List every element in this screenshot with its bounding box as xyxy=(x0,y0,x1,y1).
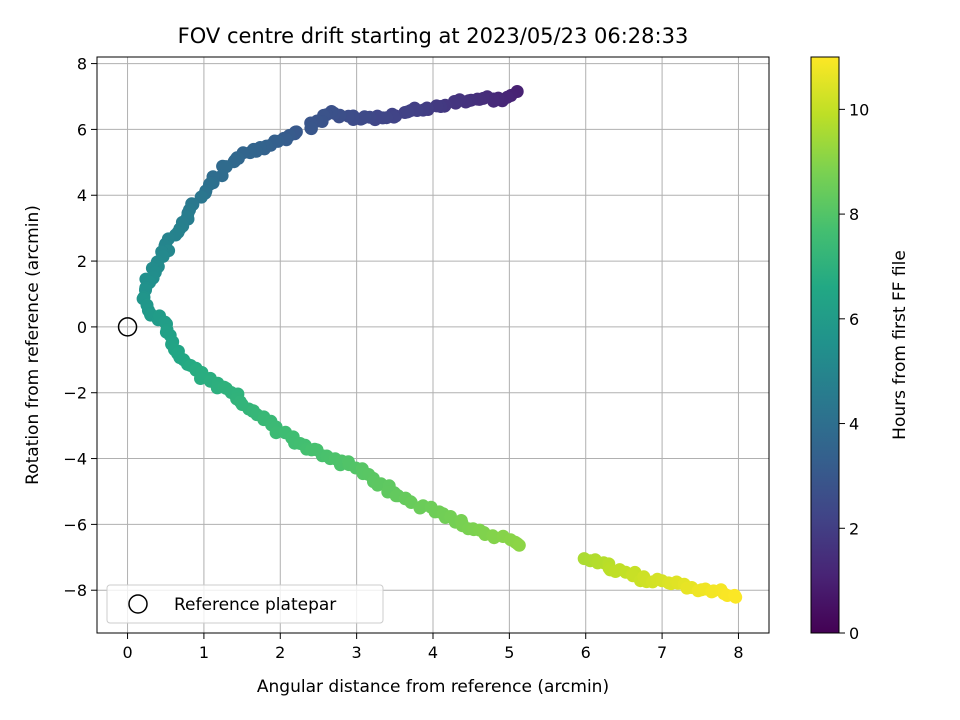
x-tick-label: 2 xyxy=(275,643,285,662)
legend: Reference platepar xyxy=(106,584,384,624)
y-axis-label: Rotation from reference (arcmin) xyxy=(23,205,43,485)
x-tick-label: 4 xyxy=(428,643,438,662)
colorbar-gradient xyxy=(810,56,840,634)
y-tick-label: 0 xyxy=(77,318,87,337)
x-tick-label: 0 xyxy=(122,643,132,662)
colorbar-ticks: 0 2 4 6 8 10 xyxy=(839,100,869,643)
colorbar-tick-label: 4 xyxy=(849,415,859,434)
x-axis-label: Angular distance from reference (arcmin) xyxy=(257,677,609,697)
legend-box xyxy=(106,584,384,624)
x-tick-label: 5 xyxy=(504,643,514,662)
scatter-point xyxy=(401,105,415,119)
colorbar-tick-label: 6 xyxy=(849,310,859,329)
chart-title: FOV centre drift starting at 2023/05/23 … xyxy=(178,24,689,48)
y-tick-label: −4 xyxy=(63,450,87,469)
scatter-point xyxy=(269,426,283,440)
scatter-point xyxy=(194,372,207,385)
y-tick-label: 4 xyxy=(77,186,87,205)
x-tick-label: 1 xyxy=(199,643,209,662)
x-axis-ticks: 0 1 2 3 4 5 6 7 8 xyxy=(122,633,744,662)
y-tick-label: −2 xyxy=(63,384,87,403)
y-tick-label: 2 xyxy=(77,252,87,271)
scatter-point xyxy=(194,190,208,204)
y-tick-label: 8 xyxy=(77,55,87,74)
colorbar-label: Hours from first FF file xyxy=(890,250,910,440)
colorbar-tick-label: 0 xyxy=(849,624,859,643)
y-tick-label: −6 xyxy=(63,515,87,534)
y-tick-label: −8 xyxy=(63,581,87,600)
scatter-point xyxy=(304,121,318,135)
colorbar-tick-label: 2 xyxy=(849,519,859,538)
grid xyxy=(97,57,769,633)
scatter-point xyxy=(728,588,742,602)
y-tick-label: 6 xyxy=(77,120,87,139)
legend-entry-reference-platepar: Reference platepar xyxy=(174,595,336,615)
legend-marker-open-circle xyxy=(128,594,148,614)
colorbar-tick-label: 8 xyxy=(849,205,859,224)
scatter-point xyxy=(512,538,526,552)
reference-platepar-marker xyxy=(117,317,138,337)
x-tick-label: 6 xyxy=(581,643,591,662)
x-tick-label: 8 xyxy=(733,643,743,662)
x-tick-label: 7 xyxy=(657,643,667,662)
x-tick-label: 3 xyxy=(352,643,362,662)
colorbar: 0 2 4 6 8 10 Hours from first FF file xyxy=(810,56,910,643)
colorbar-tick-label: 10 xyxy=(849,100,869,119)
scatter-points xyxy=(136,85,743,604)
y-axis-ticks: −8 −6 −4 −2 0 2 4 6 8 xyxy=(63,55,97,600)
